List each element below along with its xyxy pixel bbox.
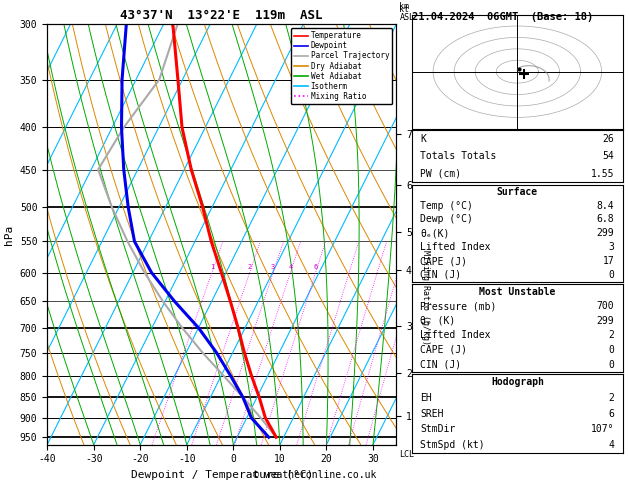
Text: kt: kt	[399, 5, 409, 14]
Text: StmDir: StmDir	[420, 424, 455, 434]
Text: PW (cm): PW (cm)	[420, 169, 462, 178]
Text: CIN (J): CIN (J)	[420, 360, 462, 369]
Text: Pressure (mb): Pressure (mb)	[420, 301, 497, 311]
Text: 700: 700	[597, 301, 615, 311]
Legend: Temperature, Dewpoint, Parcel Trajectory, Dry Adiabat, Wet Adiabat, Isotherm, Mi: Temperature, Dewpoint, Parcel Trajectory…	[291, 28, 392, 104]
Text: LCL: LCL	[399, 450, 415, 459]
Text: Most Unstable: Most Unstable	[479, 287, 555, 296]
Text: 3: 3	[608, 242, 615, 252]
Text: Lifted Index: Lifted Index	[420, 330, 491, 340]
Text: Hodograph: Hodograph	[491, 377, 544, 387]
Text: θₑ(K): θₑ(K)	[420, 228, 450, 238]
Text: θₑ (K): θₑ (K)	[420, 316, 455, 326]
Text: StmSpd (kt): StmSpd (kt)	[420, 440, 485, 450]
X-axis label: Dewpoint / Temperature (°C): Dewpoint / Temperature (°C)	[131, 470, 313, 480]
Text: 6: 6	[608, 409, 615, 418]
Text: 6.8: 6.8	[597, 214, 615, 225]
Text: 2: 2	[608, 393, 615, 403]
Text: © weatheronline.co.uk: © weatheronline.co.uk	[253, 470, 376, 480]
Text: 54: 54	[603, 151, 615, 161]
Text: Surface: Surface	[497, 187, 538, 197]
Text: Lifted Index: Lifted Index	[420, 242, 491, 252]
Text: 17: 17	[603, 256, 615, 266]
Text: 0: 0	[608, 345, 615, 355]
Text: K: K	[420, 134, 426, 143]
Text: 0: 0	[608, 360, 615, 369]
Text: 8.4: 8.4	[597, 201, 615, 210]
Text: 2: 2	[608, 330, 615, 340]
Text: 299: 299	[597, 316, 615, 326]
Text: 299: 299	[597, 228, 615, 238]
Text: 3: 3	[271, 264, 276, 270]
Text: 4: 4	[608, 440, 615, 450]
Text: 26: 26	[603, 134, 615, 143]
Text: 0: 0	[608, 270, 615, 280]
Text: km
ASL: km ASL	[399, 2, 415, 22]
Text: 2: 2	[248, 264, 252, 270]
Text: Totals Totals: Totals Totals	[420, 151, 497, 161]
Text: 21.04.2024  06GMT  (Base: 18): 21.04.2024 06GMT (Base: 18)	[412, 12, 593, 22]
Text: Mixing Ratio (g/kg): Mixing Ratio (g/kg)	[421, 250, 430, 345]
Title: 43°37'N  13°22'E  119m  ASL: 43°37'N 13°22'E 119m ASL	[121, 9, 323, 22]
Text: 1: 1	[209, 264, 214, 270]
Text: 6: 6	[313, 264, 318, 270]
Text: CAPE (J): CAPE (J)	[420, 345, 467, 355]
Text: Temp (°C): Temp (°C)	[420, 201, 473, 210]
Text: Dewp (°C): Dewp (°C)	[420, 214, 473, 225]
Text: EH: EH	[420, 393, 432, 403]
Text: 4: 4	[288, 264, 292, 270]
Text: CAPE (J): CAPE (J)	[420, 256, 467, 266]
Y-axis label: hPa: hPa	[4, 225, 14, 244]
Text: 107°: 107°	[591, 424, 615, 434]
Text: SREH: SREH	[420, 409, 444, 418]
Text: CIN (J): CIN (J)	[420, 270, 462, 280]
Text: 1.55: 1.55	[591, 169, 615, 178]
